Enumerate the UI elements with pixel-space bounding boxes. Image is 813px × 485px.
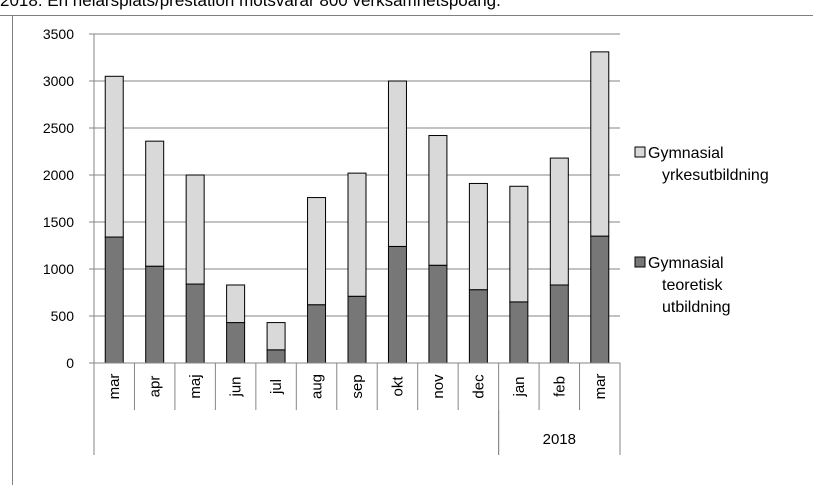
bar-segment-yrkes [347, 172, 367, 297]
x-tick-label: okt [389, 376, 406, 397]
legend: Gymnasial yrkesutbildning Gymnasial teoreti… [634, 145, 769, 316]
frame-left-border [12, 15, 13, 485]
bar-segment-teoretisk [590, 235, 610, 364]
bar-segment-yrkes [387, 80, 407, 247]
y-tick-label: 1500 [43, 214, 74, 230]
axes: 0 500 1000 1500 2000 2500 3000 3500 mar apr maj jun… [43, 26, 621, 455]
x-tick-label: apr [147, 376, 164, 398]
bar-segment-yrkes [590, 51, 610, 237]
bar-segment-teoretisk [307, 304, 327, 364]
x-group-label: 2018 [543, 431, 576, 448]
bar-segment-teoretisk [145, 265, 165, 364]
x-tick-label: sep [349, 374, 366, 398]
y-tick-label: 2500 [43, 120, 74, 136]
bar-segment-yrkes [226, 284, 246, 324]
bar-segment-teoretisk [509, 301, 529, 364]
bar-segment-yrkes [549, 157, 569, 286]
y-tick-label: 1000 [43, 261, 74, 277]
x-tick-label: feb [551, 376, 568, 397]
x-tick-label: aug [309, 374, 326, 399]
chart-caption: 2018. En helårsplats/prestation motsvara… [0, 0, 501, 10]
bar-segment-yrkes [185, 174, 205, 285]
bar-segment-yrkes [509, 185, 529, 303]
x-tick-label: jun [228, 376, 245, 397]
legend-swatch-teoretisk [634, 256, 646, 268]
y-tick-label: 500 [51, 308, 75, 324]
bar-segment-teoretisk [347, 295, 367, 364]
y-tick-label: 2000 [43, 167, 74, 183]
bar-segment-teoretisk [185, 283, 205, 364]
bar-segment-teoretisk [549, 284, 569, 364]
x-tick-label: dec [470, 374, 487, 399]
y-tick-label: 0 [66, 355, 74, 371]
bar-segment-teoretisk [468, 289, 488, 364]
bar-segment-teoretisk [104, 236, 124, 364]
bar-segment-yrkes [145, 140, 165, 267]
legend-label: utbildning [662, 299, 731, 316]
x-tick-label: jul [268, 379, 285, 395]
bar-segment-teoretisk [226, 322, 246, 364]
x-tick-label: mar [592, 374, 609, 400]
legend-label: Gymnasial [648, 255, 724, 272]
legend-label: Gymnasial [648, 145, 724, 162]
x-tick-label: mar [106, 374, 123, 400]
bar-segment-teoretisk [387, 245, 407, 364]
bar-segment-yrkes [468, 182, 488, 291]
frame-top-border [0, 15, 813, 16]
bar-segment-yrkes [428, 135, 448, 266]
bar-segment-yrkes [266, 322, 286, 351]
legend-label: teoretisk [662, 277, 723, 294]
y-tick-label: 3000 [43, 73, 74, 89]
bars [104, 51, 610, 364]
x-tick-label: nov [430, 374, 447, 399]
legend-label: yrkesutbildning [662, 167, 769, 184]
bar-segment-yrkes [104, 75, 124, 238]
legend-swatch-yrkes [634, 146, 646, 158]
bar-segment-yrkes [307, 197, 327, 306]
bar-segment-teoretisk [428, 264, 448, 364]
x-tick-label: jan [511, 376, 528, 397]
y-tick-label: 3500 [43, 26, 74, 42]
x-tick-label: maj [187, 374, 204, 398]
bar-segment-teoretisk [266, 349, 286, 364]
